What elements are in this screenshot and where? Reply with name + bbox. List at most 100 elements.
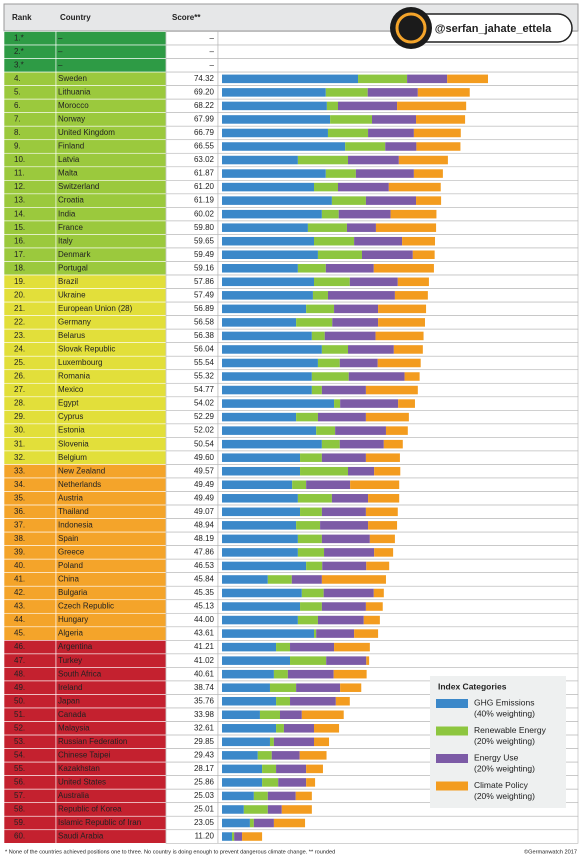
bar-segment (222, 764, 263, 774)
rank: 41. (14, 575, 25, 584)
country: Germany (58, 318, 91, 327)
rank: 56. (14, 778, 25, 787)
bar-segment (368, 521, 398, 530)
bar-segment (316, 426, 336, 435)
rank: 46. (14, 642, 25, 651)
score: 41.02 (194, 656, 215, 665)
rank: 12. (14, 182, 25, 191)
bar-segment (321, 507, 366, 517)
rank-cell (3, 545, 57, 560)
rank: 38. (14, 534, 25, 543)
bar-segment (332, 318, 379, 327)
bar-segment (273, 669, 288, 679)
country-cell (55, 58, 167, 73)
country: Estonia (58, 426, 85, 435)
score: 47.86 (194, 548, 215, 557)
bar-segment (222, 223, 308, 232)
rank-cell (3, 667, 57, 682)
bar-segment (269, 683, 297, 692)
bar-segment (307, 223, 347, 232)
rank-cell (3, 193, 57, 208)
bar-segment (372, 115, 417, 124)
rank-cell (3, 612, 57, 628)
bar-segment (374, 466, 401, 476)
rank-cell (3, 207, 57, 222)
rank-cell (3, 829, 57, 844)
bar-segment (317, 615, 364, 625)
bar-segment (340, 399, 399, 408)
bar-segment (317, 250, 362, 260)
bar-segment (323, 588, 374, 598)
bar-segment (385, 426, 408, 435)
bar-segment (366, 561, 390, 571)
bar-segment (297, 264, 326, 273)
bar-segment (253, 791, 268, 801)
score: 45.35 (194, 588, 215, 597)
bar-segment (321, 209, 339, 219)
country: Islamic Republic of Iran (58, 818, 141, 827)
score: 56.04 (194, 345, 215, 354)
rank-cell (3, 382, 57, 398)
bar-segment (267, 805, 282, 814)
score: 68.22 (194, 101, 215, 110)
bar-segment (222, 236, 315, 246)
bar-segment (262, 764, 277, 774)
country: Latvia (58, 155, 80, 164)
rank-cell (3, 775, 57, 790)
bar-segment (365, 602, 383, 611)
bar-segment (398, 155, 448, 165)
country: Portugal (58, 263, 88, 272)
country: Japan (58, 696, 80, 705)
rank: 35. (14, 493, 25, 502)
country: Finland (58, 142, 84, 151)
score: 56.38 (194, 331, 215, 340)
bar-segment (222, 805, 244, 814)
bar-segment (222, 778, 263, 787)
score: 45.13 (194, 602, 215, 611)
rank: 6. (14, 101, 21, 110)
legend-weighting: (20% weighting) (474, 736, 535, 746)
rank: 15. (14, 223, 25, 232)
rank: 3.* (14, 60, 24, 69)
bar-segment (222, 277, 315, 287)
bar-segment (222, 818, 250, 828)
score: 25.86 (194, 778, 215, 787)
bar-segment (234, 832, 243, 841)
rank: 54. (14, 750, 25, 759)
bar-segment (222, 142, 346, 151)
score: 63.02 (194, 155, 215, 164)
bar-segment (317, 412, 366, 422)
bar-segment (222, 696, 277, 706)
bar-segment (222, 304, 307, 314)
country: United States (58, 778, 106, 787)
score: 52.29 (194, 412, 215, 421)
bar-segment (447, 74, 488, 84)
bar-segment (393, 345, 423, 354)
rank: 18. (14, 263, 25, 272)
score: 41.21 (194, 642, 215, 651)
country-cell (55, 44, 167, 59)
bar-segment (335, 426, 386, 435)
rank: 59. (14, 818, 25, 827)
bar-segment (397, 101, 467, 111)
country: Slovenia (58, 439, 89, 448)
bar-segment (373, 264, 434, 273)
bar-segment (222, 115, 331, 124)
rank-cell (3, 815, 57, 831)
bar-segment (222, 74, 359, 84)
rank-cell (3, 748, 57, 763)
bar-segment (367, 88, 418, 97)
bar-segment (276, 696, 291, 706)
bar-segment (276, 764, 307, 774)
country: Chinese Taipei (58, 750, 111, 759)
bar-segment (390, 209, 437, 219)
bar-segment (222, 480, 293, 490)
score: 52.02 (194, 426, 215, 435)
bar-segment (322, 561, 367, 571)
rank: 48. (14, 669, 25, 678)
bar-segment (321, 439, 340, 449)
score: 48.94 (194, 520, 215, 529)
rank: 30. (14, 426, 25, 435)
rank-cell (3, 531, 57, 546)
